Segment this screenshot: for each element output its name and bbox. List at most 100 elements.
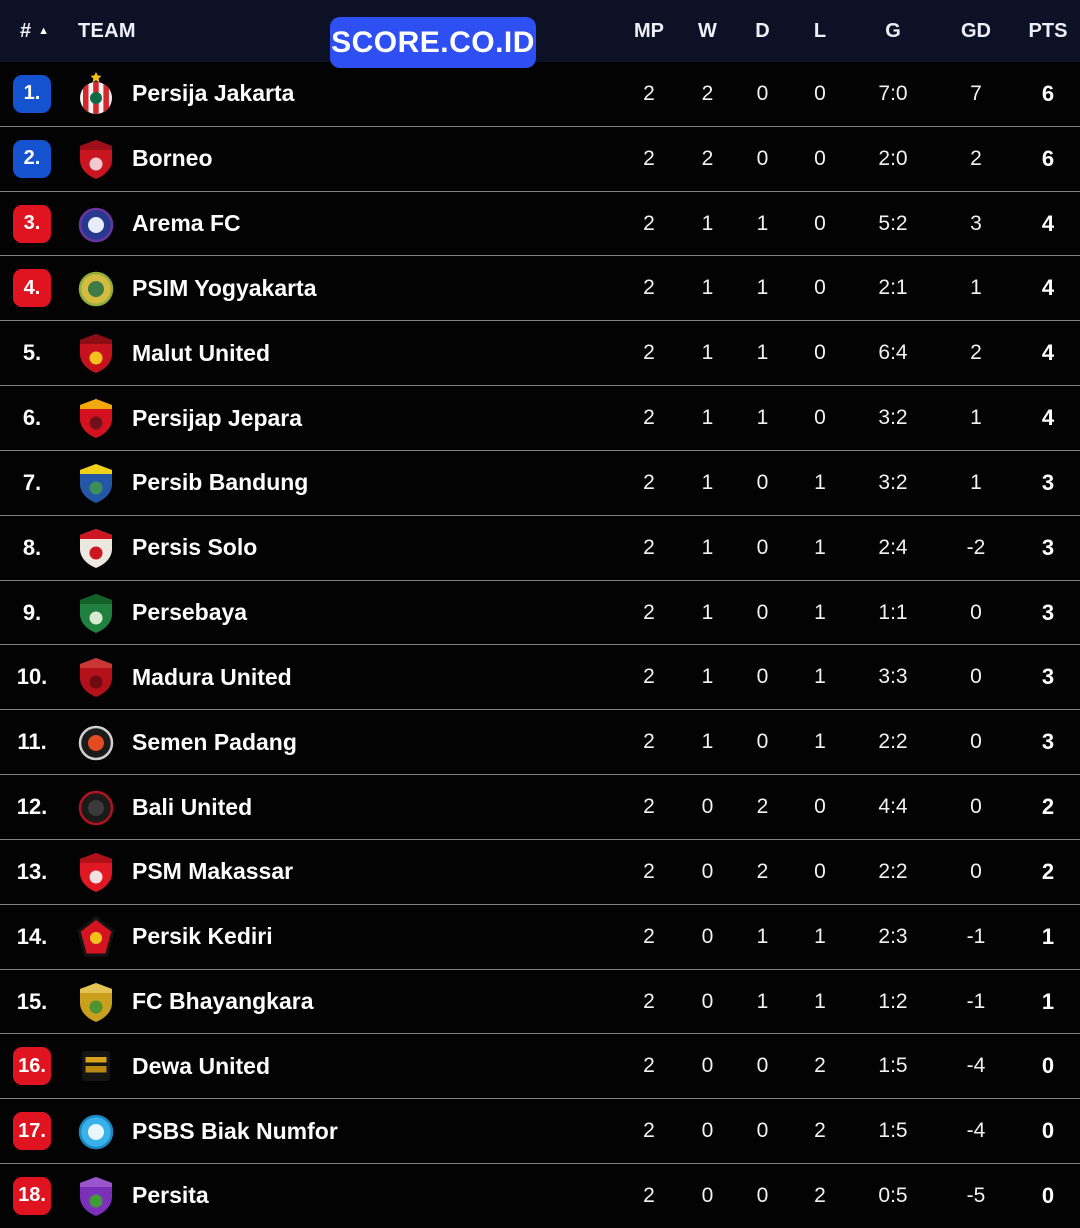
col-header-rank[interactable]: # ▲ — [0, 20, 64, 43]
team-logo — [64, 266, 128, 310]
team-name: Arema FC — [132, 210, 241, 237]
stat-l: 1 — [814, 989, 826, 1013]
stat-pts: 4 — [1041, 405, 1055, 431]
col-header-mp[interactable]: MP — [634, 19, 664, 42]
stat-w: 2 — [701, 146, 714, 170]
stat-pts: 3 — [1041, 534, 1055, 560]
table-row[interactable]: 18. Persita 2 0 0 2 0:5 -5 0 — [0, 1163, 1080, 1228]
rank-label: 5. — [22, 340, 42, 366]
team-logo — [64, 526, 128, 570]
stat-gd: 0 — [970, 600, 982, 624]
table-row[interactable]: 13. PSM Makassar 2 0 2 0 2:2 0 2 — [0, 838, 1080, 904]
rank-label: 18. — [13, 1176, 51, 1215]
stat-pts: 3 — [1041, 599, 1055, 625]
table-row[interactable]: 1. Persija Jakarta 2 2 0 0 7:0 7 6 — [0, 62, 1080, 126]
stat-g: 3:2 — [878, 470, 908, 494]
col-header-pts[interactable]: PTS — [1028, 19, 1068, 42]
rank-cell: 13. — [0, 859, 64, 885]
table-row[interactable]: 6. Persijap Jepara 2 1 1 0 3:2 1 4 — [0, 385, 1080, 450]
team-logo — [64, 980, 128, 1024]
stat-pts: 6 — [1041, 80, 1055, 106]
stat-mp: 2 — [643, 146, 655, 170]
stat-d: 1 — [756, 211, 769, 235]
stat-w: 0 — [701, 795, 714, 819]
stat-mp: 2 — [643, 1119, 655, 1143]
rank-cell: 12. — [0, 794, 64, 820]
table-row[interactable]: 3. Arema FC 2 1 1 0 5:2 3 4 — [0, 190, 1080, 256]
stat-l: 1 — [814, 665, 826, 689]
col-header-team[interactable]: TEAM — [78, 19, 136, 42]
col-header-d[interactable]: D — [755, 19, 770, 42]
table-row[interactable]: 14. Persik Kediri 2 0 1 1 2:3 -1 1 — [0, 903, 1080, 969]
rank-label: 1. — [13, 74, 51, 113]
stat-w: 1 — [701, 276, 714, 300]
stat-d: 0 — [756, 1054, 769, 1078]
rank-label: 16. — [13, 1047, 51, 1086]
rank-cell: 4. — [0, 269, 64, 308]
table-row[interactable]: 16. Dewa United 2 0 0 2 1:5 -4 0 — [0, 1033, 1080, 1099]
col-header-g[interactable]: G — [885, 19, 901, 42]
rank-header-label: # — [20, 19, 32, 42]
table-row[interactable]: 8. Persis Solo 2 1 0 1 2:4 -2 3 — [0, 514, 1080, 580]
stat-pts: 2 — [1041, 858, 1055, 884]
team-logo — [64, 461, 128, 505]
table-row[interactable]: 15. FC Bhayangkara 2 0 1 1 1:2 -1 1 — [0, 968, 1080, 1034]
sort-asc-icon: ▲ — [38, 24, 50, 37]
stat-mp: 2 — [643, 600, 655, 624]
team-logo — [64, 1174, 128, 1218]
team-name: PSIM Yogyakarta — [132, 274, 317, 301]
col-header-l[interactable]: L — [813, 19, 827, 42]
stat-mp: 2 — [643, 535, 655, 559]
stat-w: 1 — [701, 406, 714, 430]
table-row[interactable]: 12. Bali United 2 0 2 0 4:4 0 2 — [0, 774, 1080, 839]
stat-l: 0 — [814, 81, 826, 105]
table-row[interactable]: 7. Persib Bandung 2 1 0 1 3:2 1 3 — [0, 449, 1080, 515]
team-name: FC Bhayangkara — [132, 988, 314, 1014]
stat-d: 0 — [756, 1119, 769, 1143]
stat-gd: -2 — [966, 535, 986, 559]
stat-pts: 1 — [1041, 923, 1055, 949]
table-row[interactable]: 17. PSBS Biak Numfor 2 0 0 2 1:5 -4 0 — [0, 1098, 1080, 1164]
stat-w: 1 — [701, 211, 714, 235]
stat-d: 0 — [756, 535, 769, 559]
table-row[interactable]: 5. Malut United 2 1 1 0 6:4 2 4 — [0, 320, 1080, 386]
col-header-w[interactable]: W — [698, 19, 717, 42]
table-row[interactable]: 9. Persebaya 2 1 0 1 1:1 0 3 — [0, 579, 1080, 645]
stat-g: 2:2 — [878, 730, 908, 754]
stat-d: 1 — [756, 924, 769, 948]
table-row[interactable]: 2. Borneo 2 2 0 0 2:0 2 6 — [0, 125, 1080, 191]
team-name: Persebaya — [132, 599, 248, 626]
stat-pts: 4 — [1041, 210, 1055, 236]
rank-label: 3. — [13, 204, 51, 243]
table-row[interactable]: 10. Madura United 2 1 0 1 3:3 0 3 — [0, 644, 1080, 710]
team-name: Semen Padang — [132, 728, 297, 755]
stat-g: 2:4 — [878, 535, 908, 559]
rank-label: 4. — [13, 269, 51, 308]
table-row[interactable]: 4. PSIM Yogyakarta 2 1 1 0 2:1 1 4 — [0, 255, 1080, 321]
stat-mp: 2 — [643, 406, 655, 430]
rank-cell: 17. — [0, 1112, 64, 1151]
team-name: Persib Bandung — [132, 469, 309, 496]
table-row[interactable]: 11. Semen Padang 2 1 0 1 2:2 0 3 — [0, 709, 1080, 775]
stat-mp: 2 — [643, 1054, 655, 1078]
stat-d: 1 — [756, 276, 769, 300]
stat-mp: 2 — [643, 795, 655, 819]
rank-cell: 14. — [0, 924, 64, 950]
team-name: PSBS Biak Numfor — [132, 1117, 338, 1144]
stat-gd: -4 — [966, 1119, 986, 1143]
stat-d: 2 — [756, 795, 769, 819]
stat-g: 5:2 — [878, 211, 908, 235]
rank-label: 10. — [16, 664, 48, 690]
stat-l: 2 — [814, 1119, 826, 1143]
stat-g: 4:4 — [878, 795, 908, 819]
stat-gd: 0 — [970, 730, 982, 754]
stat-mp: 2 — [643, 211, 655, 235]
stat-l: 1 — [814, 924, 826, 948]
stat-w: 0 — [701, 859, 714, 883]
rank-cell: 9. — [0, 600, 64, 626]
stat-gd: -5 — [966, 1183, 986, 1207]
rank-cell: 3. — [0, 204, 64, 243]
col-header-gd[interactable]: GD — [961, 19, 991, 42]
stat-d: 0 — [756, 730, 769, 754]
stat-mp: 2 — [643, 730, 655, 754]
